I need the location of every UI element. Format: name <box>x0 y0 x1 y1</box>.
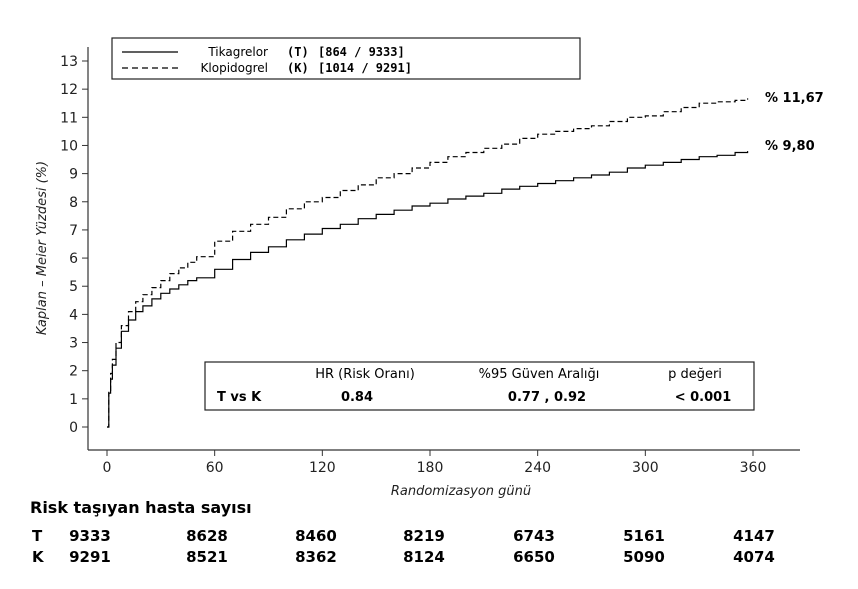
series-line-tikagrelor <box>107 151 749 428</box>
risk-cell: 8362 <box>295 548 337 566</box>
stats-header-p: p değeri <box>668 367 722 382</box>
x-tick-label: 240 <box>524 460 551 476</box>
risk-cell: 6743 <box>513 527 555 545</box>
y-tick-label: 8 <box>69 195 78 211</box>
stats-value-ci: 0.77 , 0.92 <box>508 390 586 405</box>
risk-row-t: T 9333 8628 8460 8219 6743 5161 4147 <box>0 527 858 547</box>
y-tick-label: 4 <box>69 307 78 323</box>
risk-cell: 5090 <box>623 548 665 566</box>
risk-cell: 8219 <box>403 527 445 545</box>
risk-cell: 4147 <box>733 527 775 545</box>
risk-cell: 6650 <box>513 548 555 566</box>
y-tick-label: 9 <box>69 167 78 183</box>
axes <box>82 47 800 456</box>
y-tick-label: 7 <box>69 223 78 239</box>
risk-cell: 5161 <box>623 527 665 545</box>
risk-cell: 8628 <box>186 527 228 545</box>
y-axis-title: Kaplan – Meier Yüzdesi (%) <box>35 161 50 335</box>
legend-label-tikagrelor: Tikagrelor <box>207 45 268 59</box>
y-tick-label: 6 <box>69 251 78 267</box>
y-tick-label: 13 <box>60 54 78 70</box>
y-tick-label: 2 <box>69 364 78 380</box>
end-label-klopidogrel: % 11,67 <box>765 91 824 106</box>
legend-code-t: (T) <box>287 45 309 59</box>
x-tick-label: 300 <box>632 460 659 476</box>
x-tick-label: 0 <box>103 460 112 476</box>
risk-cell: 4074 <box>733 548 775 566</box>
legend-counts-k: [1014 / 9291] <box>318 61 412 75</box>
legend-label-klopidogrel: Klopidogrel <box>201 61 268 75</box>
y-tick-label: 11 <box>60 110 78 126</box>
risk-cell: 8460 <box>295 527 337 545</box>
risk-table-title: Risk taşıyan hasta sayısı <box>30 498 252 517</box>
legend: Tikagrelor Klopidogrel (T) (K) [864 / 93… <box>111 37 581 80</box>
stats-table: HR (Risk Oranı) %95 Güven Aralığı p değe… <box>204 361 755 411</box>
risk-cell: 8521 <box>186 548 228 566</box>
x-tick-label: 120 <box>309 460 336 476</box>
x-axis-title: Randomizasyon günü <box>391 484 531 499</box>
risk-cell: 8124 <box>403 548 445 566</box>
series-lines <box>107 98 749 428</box>
stats-header-ci: %95 Güven Aralığı <box>479 367 600 382</box>
legend-code-k: (K) <box>287 61 309 75</box>
y-tick-label: 3 <box>69 336 78 352</box>
risk-cell: 9291 <box>69 548 111 566</box>
end-label-tikagrelor: % 9,80 <box>765 139 815 154</box>
risk-row-k: K 9291 8521 8362 8124 6650 5090 4074 <box>0 548 858 568</box>
y-tick-label: 1 <box>69 392 78 408</box>
stats-value-hr: 0.84 <box>341 390 373 405</box>
stats-value-p: < 0.001 <box>675 390 732 405</box>
risk-row-code: K <box>32 548 44 566</box>
y-tick-label: 0 <box>69 420 78 436</box>
stats-row-label: T vs K <box>217 390 262 405</box>
y-tick-label: 10 <box>60 138 78 154</box>
y-tick-label: 5 <box>69 279 78 295</box>
stats-header-hr: HR (Risk Oranı) <box>315 367 415 382</box>
x-tick-label: 180 <box>417 460 444 476</box>
risk-row-code: T <box>32 527 43 545</box>
series-line-klopidogrel <box>107 98 749 428</box>
y-tick-label: 12 <box>60 82 78 98</box>
x-tick-label: 360 <box>740 460 767 476</box>
risk-cell: 9333 <box>69 527 111 545</box>
legend-counts-t: [864 / 9333] <box>318 45 405 59</box>
x-tick-label: 60 <box>206 460 224 476</box>
